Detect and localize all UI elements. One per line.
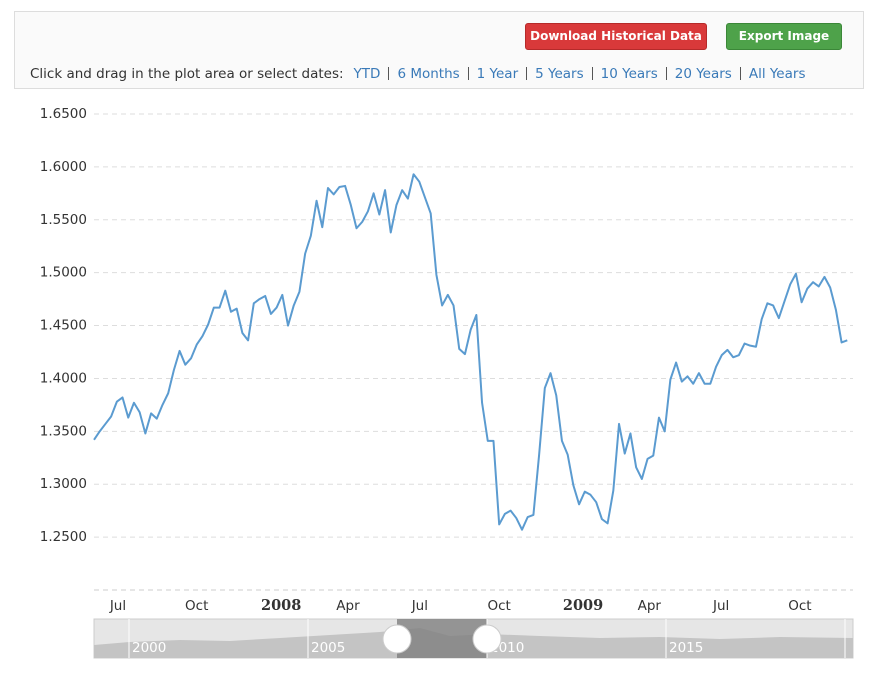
separator — [526, 67, 528, 80]
prompt: Click and drag in the plot area or selec… — [30, 66, 344, 82]
range-link[interactable]: 5 Years — [535, 66, 584, 82]
navigator-label: 2015 — [669, 640, 703, 656]
navigator-selection[interactable] — [397, 619, 487, 658]
x-tick-label: Oct — [488, 598, 511, 614]
separator — [591, 67, 593, 80]
y-tick-label: 1.5500 — [40, 212, 87, 228]
y-tick-label: 1.4000 — [40, 370, 87, 386]
export-button[interactable]: Export Image — [726, 23, 842, 50]
y-tick-label: 1.6000 — [40, 159, 87, 175]
x-tick-label: Jul — [109, 598, 126, 614]
range-link[interactable]: YTD — [353, 66, 381, 82]
separator — [388, 67, 390, 80]
toolbar: Download Historical Data Export Image Cl… — [14, 11, 864, 89]
navigator-handle[interactable] — [382, 624, 412, 654]
y-tick-label: 1.4500 — [40, 318, 87, 334]
navigator: 2000 2005 2010 2015 — [93, 618, 854, 659]
range-link[interactable]: 6 Months — [397, 66, 460, 82]
y-tick-label: 1.2500 — [40, 529, 87, 545]
navigator-handle[interactable] — [472, 624, 502, 654]
x-tick-label: Apr — [336, 598, 360, 614]
separator — [467, 67, 469, 80]
range-link[interactable]: 10 Years — [600, 66, 658, 82]
navigator-label: 2005 — [311, 640, 345, 656]
range-links: YTD 6 Months 1 Year 5 Years 10 Years 20 Years… — [354, 66, 806, 82]
x-tick-label: 2009 — [563, 597, 603, 614]
navigator-label: 2000 — [132, 640, 166, 656]
range-link[interactable]: 1 Year — [476, 66, 519, 82]
download-button[interactable]: Download Historical Data — [525, 23, 707, 50]
y-tick-label: 1.6500 — [40, 106, 87, 122]
y-tick-label: 1.3500 — [40, 423, 87, 439]
y-tick-label: 1.5000 — [40, 265, 87, 281]
x-tick-label: Oct — [185, 598, 208, 614]
x-tick-label: Jul — [712, 598, 729, 614]
range-row: Click and drag in the plot area or selec… — [30, 66, 805, 82]
x-tick-label: Apr — [638, 598, 662, 614]
separator — [665, 67, 667, 80]
x-tick-label: Oct — [788, 598, 811, 614]
range-link[interactable]: All Years — [748, 66, 806, 82]
y-tick-label: 1.3000 — [40, 476, 87, 492]
x-tick-label: Jul — [411, 598, 428, 614]
separator — [739, 67, 741, 80]
series-line — [93, 173, 848, 531]
range-link[interactable]: 20 Years — [674, 66, 732, 82]
x-tick-label: 2008 — [261, 597, 301, 614]
